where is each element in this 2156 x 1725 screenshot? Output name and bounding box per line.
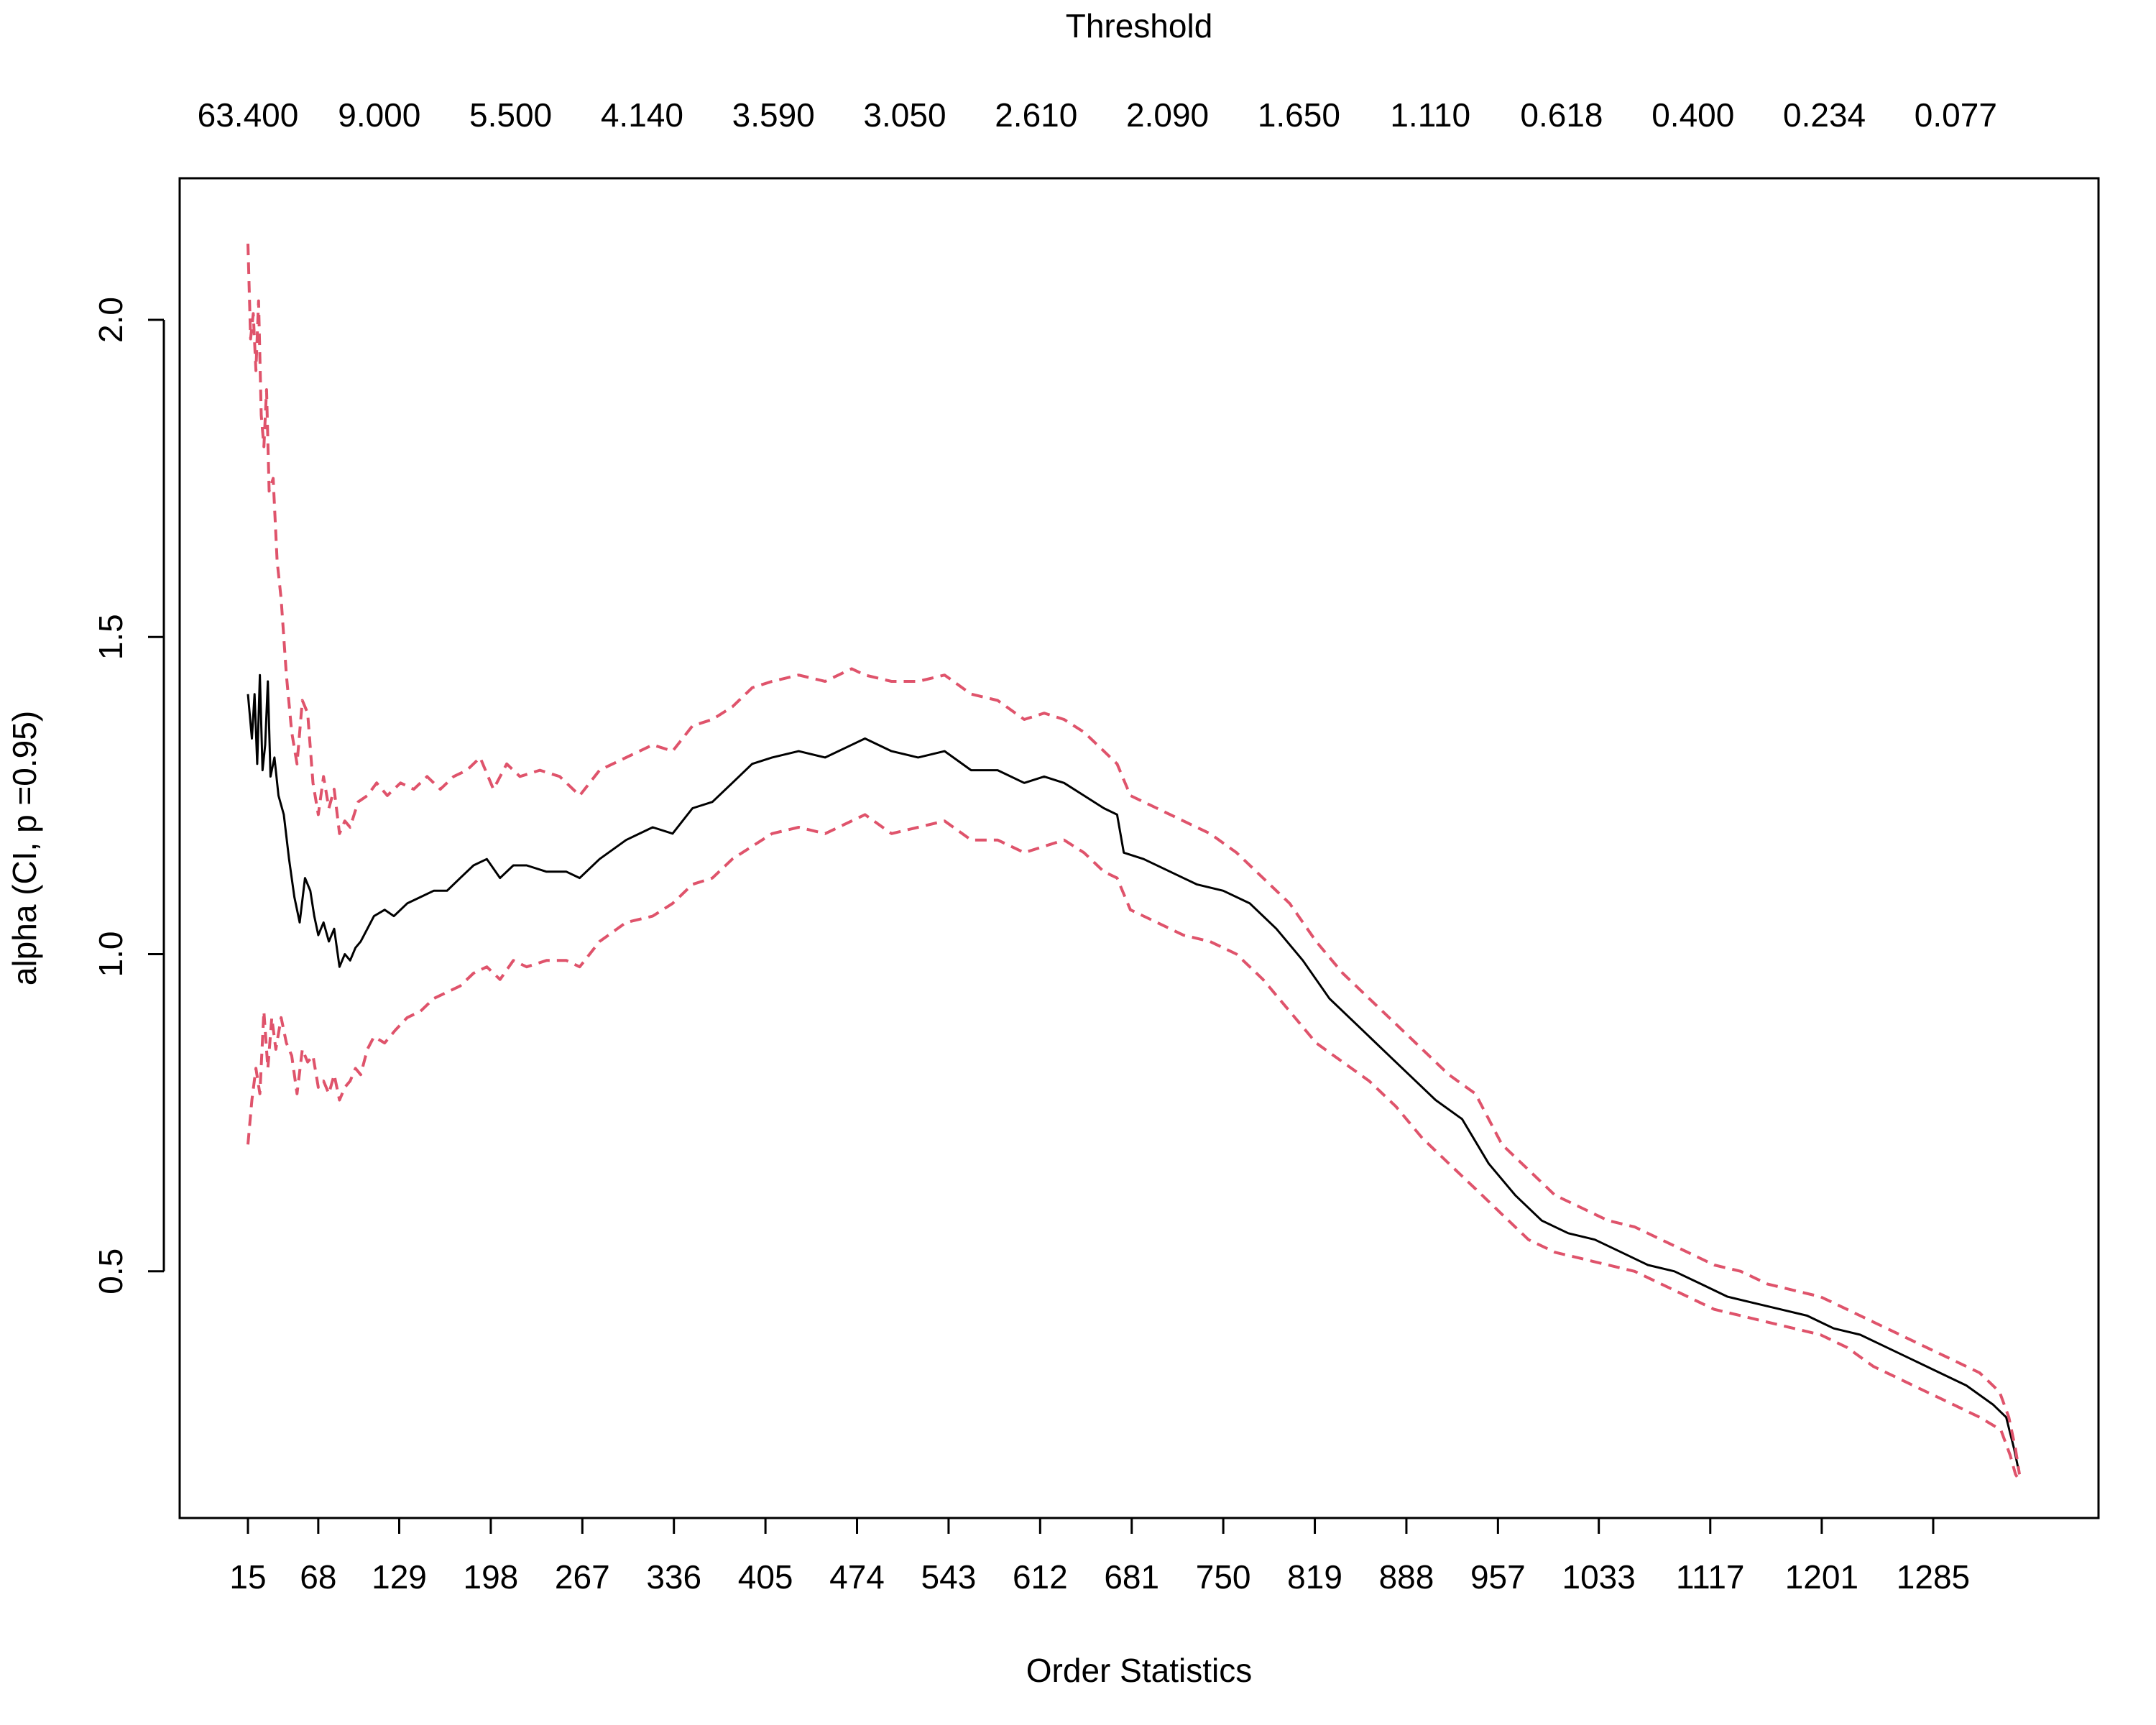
top-tick-label: 1.650 xyxy=(1258,96,1340,134)
top-tick-label: 0.618 xyxy=(1520,96,1603,134)
bottom-tick-label: 129 xyxy=(372,1558,427,1596)
bottom-tick-label: 543 xyxy=(921,1558,977,1596)
series-line-estimate xyxy=(247,673,2021,1475)
plot-area-frame xyxy=(178,177,2100,1519)
bottom-tick-label: 15 xyxy=(229,1558,266,1596)
top-tick-label: 3.050 xyxy=(863,96,946,134)
bottom-tick-label: 405 xyxy=(738,1558,793,1596)
y-axis-title: alpha (CI, p =0.95) xyxy=(6,711,43,985)
left-axis: 0.5 1.0 1.5 2.0 xyxy=(92,297,165,1294)
series-layer xyxy=(247,244,2021,1482)
left-tick-label: 1.0 xyxy=(92,932,129,978)
top-tick-label: 3.590 xyxy=(732,96,815,134)
bottom-tick-label: 750 xyxy=(1196,1558,1251,1596)
top-tick-label: 0.234 xyxy=(1783,96,1866,134)
bottom-tick-label: 1033 xyxy=(1562,1558,1636,1596)
bottom-tick-label: 957 xyxy=(1470,1558,1526,1596)
bottom-tick-label: 68 xyxy=(300,1558,336,1596)
top-tick-label: 0.400 xyxy=(1651,96,1734,134)
bottom-tick-label: 612 xyxy=(1013,1558,1068,1596)
top-axis-title: Threshold xyxy=(1066,7,1213,45)
top-tick-label: 63.400 xyxy=(198,96,299,134)
top-tick-label: 4.140 xyxy=(601,96,683,134)
top-axis: 63.400 9.000 5.500 4.140 3.590 3.050 2.610 2.09… xyxy=(198,96,1997,134)
bottom-tick-label: 1117 xyxy=(1676,1558,1745,1596)
bottom-tick-label: 819 xyxy=(1287,1558,1342,1596)
left-tick-label: 2.0 xyxy=(92,297,129,343)
left-tick-label: 1.5 xyxy=(92,614,129,660)
top-tick-label: 5.500 xyxy=(469,96,552,134)
top-tick-label: 2.610 xyxy=(995,96,1077,134)
bottom-tick-label: 888 xyxy=(1379,1558,1434,1596)
bottom-tick-label: 474 xyxy=(829,1558,885,1596)
bottom-tick-label: 198 xyxy=(464,1558,519,1596)
top-tick-label: 1.110 xyxy=(1390,96,1470,134)
series-line-upper-ci xyxy=(247,244,2021,1475)
x-axis-title: Order Statistics xyxy=(1026,1652,1252,1689)
bottom-tick-label: 1285 xyxy=(1897,1558,1970,1596)
bottom-tick-label: 267 xyxy=(555,1558,610,1596)
bottom-tick-label: 336 xyxy=(646,1558,701,1596)
series-line-lower-ci xyxy=(247,813,2021,1482)
top-tick-label: 9.000 xyxy=(338,96,420,134)
bottom-tick-label: 681 xyxy=(1104,1558,1159,1596)
bottom-tick-label: 1201 xyxy=(1785,1558,1858,1596)
bottom-axis: 15 68 129 198 267 336 405 474 543 612 681 750 819 888… xyxy=(229,1518,1970,1596)
left-tick-label: 0.5 xyxy=(92,1248,129,1294)
top-tick-label: 2.090 xyxy=(1126,96,1209,134)
top-tick-label: 0.077 xyxy=(1915,96,1997,134)
